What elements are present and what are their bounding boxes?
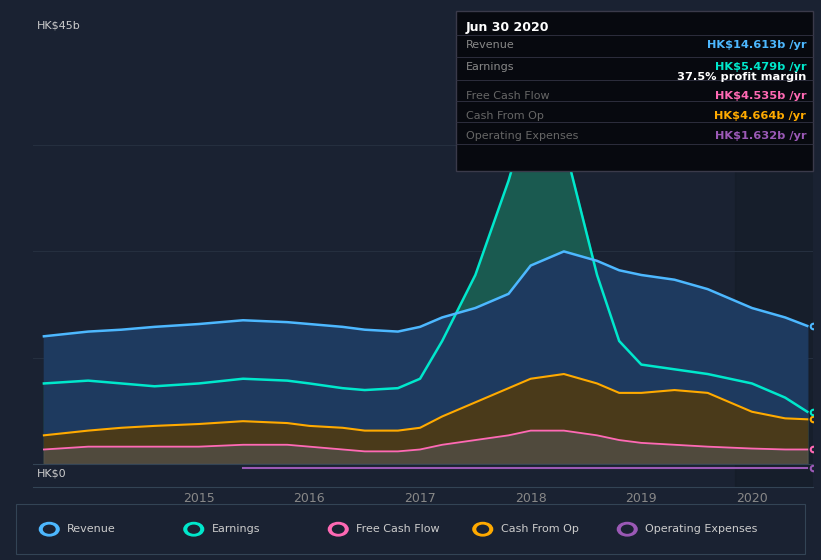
Text: Earnings: Earnings — [466, 62, 514, 72]
Text: Jun 30 2020: Jun 30 2020 — [466, 21, 549, 34]
Text: Revenue: Revenue — [67, 524, 116, 534]
Bar — [736, 39, 821, 487]
Text: Earnings: Earnings — [212, 524, 260, 534]
Text: HK$1.632b /yr: HK$1.632b /yr — [714, 131, 806, 141]
Text: HK$5.479b /yr: HK$5.479b /yr — [714, 62, 806, 72]
Text: HK$4.535b /yr: HK$4.535b /yr — [714, 91, 806, 101]
Text: HK$14.613b /yr: HK$14.613b /yr — [707, 40, 806, 50]
Text: Operating Expenses: Operating Expenses — [466, 131, 578, 141]
Text: 37.5% profit margin: 37.5% profit margin — [677, 72, 806, 82]
Text: Cash From Op: Cash From Op — [466, 111, 544, 121]
Text: HK$45b: HK$45b — [37, 20, 80, 30]
Text: Free Cash Flow: Free Cash Flow — [356, 524, 440, 534]
Text: Operating Expenses: Operating Expenses — [645, 524, 758, 534]
Text: Free Cash Flow: Free Cash Flow — [466, 91, 549, 101]
Text: HK$4.664b /yr: HK$4.664b /yr — [714, 111, 806, 121]
Text: HK$0: HK$0 — [37, 468, 67, 478]
Text: Cash From Op: Cash From Op — [501, 524, 579, 534]
Text: Revenue: Revenue — [466, 40, 514, 50]
